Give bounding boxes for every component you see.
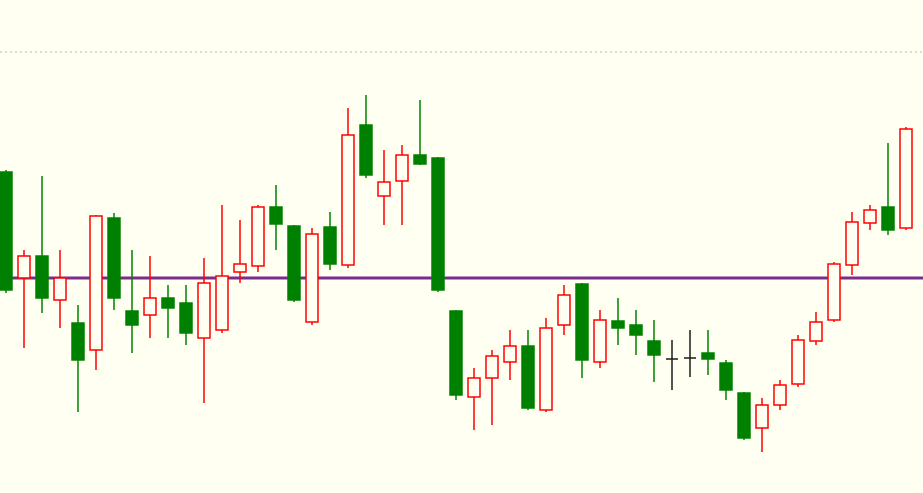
candle-body [575,283,589,361]
candle-body [899,128,913,229]
candle-body [791,339,805,385]
candle-body [305,233,319,323]
candle-body [107,217,121,299]
candle-body [449,310,463,396]
candle-body [233,263,247,273]
candle-body [773,384,787,406]
candle-body [251,206,265,267]
candle-body [287,225,301,301]
candle-body [557,294,571,326]
candle-body [485,355,499,379]
candle-body [35,255,49,299]
candle-body [341,134,355,266]
candle-body [881,206,895,231]
candle-body [431,157,445,291]
candle-body [521,345,535,409]
candle-body [467,377,481,398]
candle-body [539,327,553,411]
candle-body [269,206,283,225]
candle-body [0,171,13,291]
candle-body [647,340,661,356]
candle-body [125,310,139,326]
candle-body [71,322,85,361]
candle-body [377,181,391,197]
candle-body [845,221,859,266]
candle-body [755,404,769,429]
candle-body [17,255,31,279]
candle-body [395,154,409,182]
candle-body [593,319,607,363]
candle-body [701,352,715,360]
candle-body [863,209,877,224]
candle-body [413,154,427,165]
candle-body [89,215,103,351]
candle-body [359,124,373,176]
candle-body [827,263,841,321]
candle-body [809,321,823,342]
candle-body [179,302,193,334]
candle-body [323,226,337,265]
candle-body [503,345,517,363]
candle-body [53,277,67,301]
candle-body [611,320,625,329]
candle-body [629,324,643,336]
candle-body [197,282,211,339]
candle-body [215,275,229,331]
candle-body [161,297,175,309]
candle-body [143,297,157,316]
candle-body [719,362,733,391]
candle-body [737,392,751,439]
